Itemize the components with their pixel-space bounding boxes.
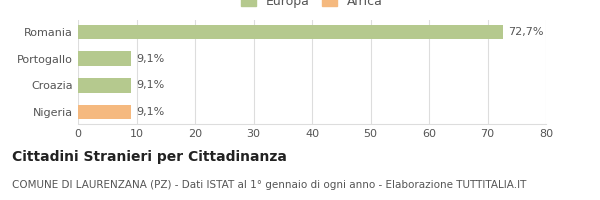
Legend: Europa, Africa: Europa, Africa <box>237 0 387 12</box>
Bar <box>78 25 503 39</box>
Text: 9,1%: 9,1% <box>136 54 164 64</box>
Text: 72,7%: 72,7% <box>508 27 544 37</box>
Bar <box>78 105 131 119</box>
Bar <box>78 51 131 66</box>
Text: COMUNE DI LAURENZANA (PZ) - Dati ISTAT al 1° gennaio di ogni anno - Elaborazione: COMUNE DI LAURENZANA (PZ) - Dati ISTAT a… <box>12 180 526 190</box>
Bar <box>78 78 131 93</box>
Text: 9,1%: 9,1% <box>136 107 164 117</box>
Text: Cittadini Stranieri per Cittadinanza: Cittadini Stranieri per Cittadinanza <box>12 150 287 164</box>
Text: 9,1%: 9,1% <box>136 80 164 90</box>
